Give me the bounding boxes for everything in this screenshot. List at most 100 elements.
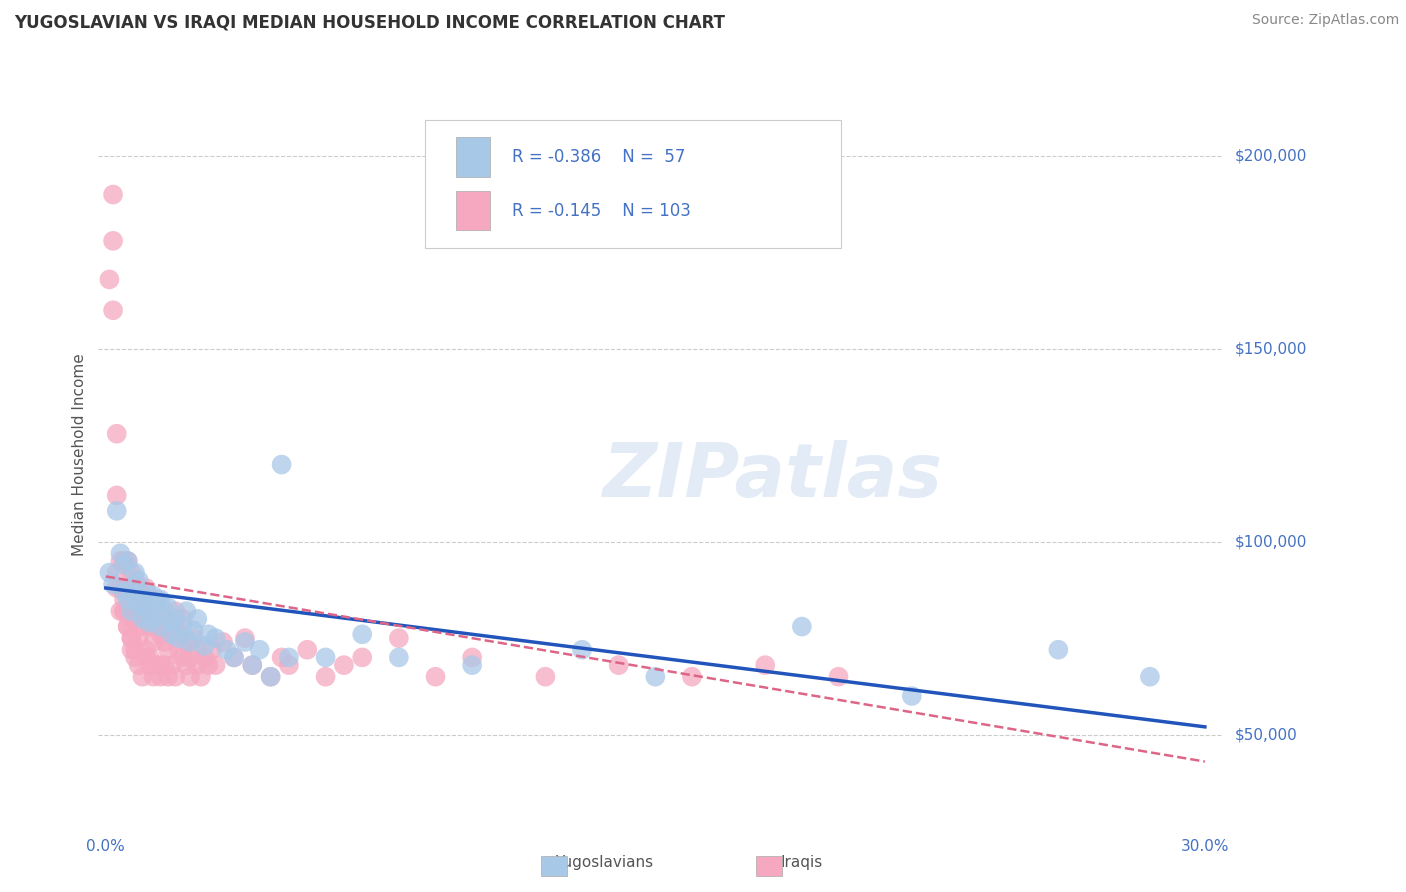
Point — [461, 650, 484, 665]
Point — [117, 619, 139, 633]
Bar — [456, 137, 489, 177]
Point — [644, 670, 666, 684]
Point — [157, 670, 180, 684]
Point — [117, 554, 139, 568]
Point — [461, 658, 484, 673]
Point — [142, 612, 165, 626]
Point — [135, 596, 157, 610]
Point — [240, 658, 263, 673]
Point — [105, 426, 128, 441]
Point — [101, 303, 124, 318]
Point — [233, 631, 256, 645]
Point — [98, 272, 121, 286]
Point — [110, 554, 132, 568]
Point — [101, 577, 124, 591]
Point — [135, 642, 157, 657]
Point — [142, 612, 165, 626]
Point — [138, 619, 160, 633]
Point — [270, 458, 292, 472]
Point — [172, 619, 194, 633]
Point — [142, 592, 165, 607]
Text: $100,000: $100,000 — [1234, 534, 1306, 549]
Point — [534, 670, 557, 684]
Point — [333, 658, 356, 673]
Point — [160, 658, 183, 673]
Point — [112, 585, 135, 599]
Point — [124, 612, 146, 626]
Point — [790, 619, 813, 633]
Point — [270, 650, 292, 665]
Point — [259, 670, 281, 684]
Point — [128, 631, 150, 645]
Point — [112, 604, 135, 618]
Text: $150,000: $150,000 — [1234, 342, 1306, 356]
Point — [117, 581, 139, 595]
Point — [101, 234, 124, 248]
Point — [212, 635, 235, 649]
Point — [160, 627, 183, 641]
Point — [110, 581, 132, 595]
Point — [149, 592, 172, 607]
Point — [827, 670, 849, 684]
Point — [1047, 642, 1070, 657]
Point — [197, 658, 219, 673]
Point — [176, 635, 198, 649]
Point — [186, 642, 208, 657]
Text: R = -0.386    N =  57: R = -0.386 N = 57 — [512, 148, 686, 166]
Point — [315, 670, 337, 684]
Point — [149, 604, 172, 618]
Point — [297, 642, 319, 657]
Point — [146, 619, 169, 633]
Point — [352, 650, 374, 665]
Point — [233, 635, 256, 649]
Point — [278, 658, 301, 673]
Point — [186, 612, 208, 626]
Point — [249, 642, 271, 657]
Point — [128, 574, 150, 588]
Text: YUGOSLAVIAN VS IRAQI MEDIAN HOUSEHOLD INCOME CORRELATION CHART: YUGOSLAVIAN VS IRAQI MEDIAN HOUSEHOLD IN… — [14, 13, 725, 31]
Point — [131, 619, 153, 633]
Point — [98, 566, 121, 580]
Text: ZIPatlas: ZIPatlas — [603, 440, 943, 513]
Point — [120, 612, 142, 626]
Point — [186, 658, 208, 673]
Text: R = -0.145    N = 103: R = -0.145 N = 103 — [512, 202, 692, 219]
Point — [204, 658, 226, 673]
Point — [149, 658, 172, 673]
Point — [128, 658, 150, 673]
Point — [165, 612, 187, 626]
Point — [110, 546, 132, 560]
Point — [105, 504, 128, 518]
Point — [120, 581, 142, 595]
Text: Iraqis: Iraqis — [780, 855, 823, 870]
Text: $200,000: $200,000 — [1234, 148, 1306, 163]
Point — [120, 604, 142, 618]
Point — [117, 592, 139, 607]
Point — [172, 612, 194, 626]
Point — [138, 600, 160, 615]
Point — [176, 658, 198, 673]
Point — [135, 581, 157, 595]
Point — [388, 631, 411, 645]
Point — [124, 574, 146, 588]
Point — [571, 642, 593, 657]
Point — [179, 670, 201, 684]
Y-axis label: Median Household Income: Median Household Income — [72, 353, 87, 557]
Point — [131, 612, 153, 626]
Point — [146, 592, 169, 607]
Point — [105, 488, 128, 502]
Point — [131, 670, 153, 684]
Point — [120, 566, 142, 580]
Point — [201, 642, 224, 657]
Point — [176, 604, 198, 618]
Text: Yugoslavians: Yugoslavians — [555, 855, 654, 870]
Point — [112, 554, 135, 568]
Text: Source: ZipAtlas.com: Source: ZipAtlas.com — [1251, 13, 1399, 28]
Point — [153, 604, 176, 618]
Point — [901, 689, 924, 703]
Point — [165, 604, 187, 618]
Point — [607, 658, 630, 673]
Point — [101, 187, 124, 202]
Point — [167, 627, 190, 641]
Point — [149, 627, 172, 641]
